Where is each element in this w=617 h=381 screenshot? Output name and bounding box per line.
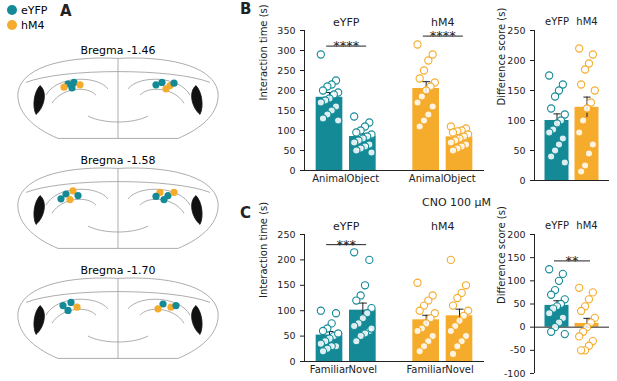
svg-text:0: 0 (289, 165, 295, 176)
svg-text:50: 50 (283, 145, 295, 156)
svg-text:150: 150 (277, 279, 295, 290)
svg-text:****: **** (430, 28, 457, 43)
svg-text:Animal: Animal (409, 173, 444, 184)
svg-text:100: 100 (277, 125, 295, 136)
svg-text:200: 200 (277, 85, 295, 96)
svg-text:hM4: hM4 (21, 19, 44, 32)
svg-text:Interaction time (s): Interaction time (s) (258, 202, 269, 298)
svg-text:***: *** (336, 237, 356, 252)
svg-text:eYFP: eYFP (333, 16, 360, 29)
svg-text:150: 150 (277, 105, 295, 116)
svg-text:hM4: hM4 (576, 16, 597, 27)
html-text:CNO 100 μM: CNO 100 μM (422, 196, 491, 209)
svg-text:0: 0 (519, 321, 525, 332)
svg-text:50: 50 (513, 298, 525, 309)
svg-text:200: 200 (507, 55, 525, 66)
svg-text:250: 250 (277, 229, 295, 240)
html-text:B: B (240, 0, 252, 18)
svg-text:Object: Object (443, 173, 476, 184)
html-text:C: C (240, 204, 251, 222)
svg-text:Familiar: Familiar (407, 364, 447, 375)
svg-text:300: 300 (277, 45, 295, 56)
svg-text:eYFP: eYFP (21, 4, 48, 17)
svg-text:150: 150 (507, 252, 525, 263)
svg-text:Bregma -1.70: Bregma -1.70 (81, 264, 156, 277)
svg-text:0: 0 (289, 356, 295, 367)
svg-text:Familiar: Familiar (310, 364, 350, 375)
svg-text:hM4: hM4 (431, 16, 454, 29)
svg-text:Object: Object (347, 173, 380, 184)
svg-text:100: 100 (507, 275, 525, 286)
svg-text:Interaction time (s): Interaction time (s) (258, 4, 269, 100)
svg-text:250: 250 (507, 25, 525, 36)
svg-text:eYFP: eYFP (545, 16, 569, 27)
svg-text:Bregma -1.46: Bregma -1.46 (81, 44, 156, 57)
svg-text:250: 250 (277, 65, 295, 76)
svg-text:0: 0 (519, 175, 525, 186)
svg-text:eYFP: eYFP (333, 220, 360, 233)
svg-text:Novel: Novel (445, 364, 473, 375)
svg-text:eYFP: eYFP (545, 220, 569, 231)
svg-text:Animal: Animal (312, 173, 347, 184)
svg-text:Difference score (s): Difference score (s) (496, 8, 507, 106)
svg-text:50: 50 (513, 145, 525, 156)
svg-text:200: 200 (277, 254, 295, 265)
svg-text:100: 100 (507, 115, 525, 126)
svg-text:**: ** (566, 253, 580, 268)
svg-text:-50: -50 (510, 344, 526, 355)
svg-text:200: 200 (507, 229, 525, 240)
svg-text:150: 150 (507, 85, 525, 96)
svg-text:Novel: Novel (349, 364, 377, 375)
html-text:A: A (60, 2, 72, 20)
svg-text:50: 50 (283, 330, 295, 341)
svg-text:100: 100 (277, 305, 295, 316)
svg-text:350: 350 (277, 25, 295, 36)
svg-text:hM4: hM4 (576, 220, 597, 231)
svg-text:hM4: hM4 (431, 220, 454, 233)
svg-text:-100: -100 (504, 368, 526, 379)
svg-text:Difference score (s): Difference score (s) (496, 206, 507, 304)
svg-text:****: **** (333, 38, 360, 53)
svg-text:Bregma -1.58: Bregma -1.58 (81, 154, 156, 167)
